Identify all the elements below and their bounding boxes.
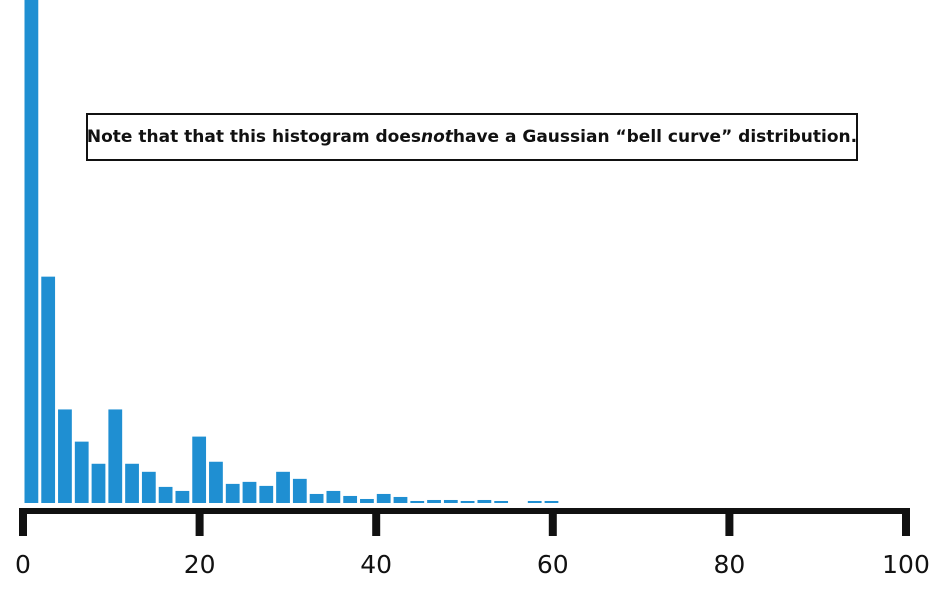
- histogram-bar-4: [91, 463, 106, 503]
- histogram-bar-15: [276, 471, 290, 503]
- x-axis-tick-labels: 0 20 40 60 80 100: [15, 550, 930, 579]
- histogram-bar-7: [141, 471, 156, 503]
- histogram-bar-12: [225, 483, 240, 503]
- annotation-text-before: Note that that this histogram does: [86, 127, 421, 147]
- histogram-bar-28: [494, 500, 509, 503]
- x-axis: [19, 508, 910, 536]
- histogram-bar-3: [74, 441, 89, 503]
- histogram-bar-9: [175, 490, 190, 503]
- histogram-bar-6: [125, 463, 139, 503]
- x-tick-label-20: 20: [184, 550, 216, 579]
- histogram-bar-26: [460, 500, 475, 503]
- histogram-bar-0: [24, 0, 39, 503]
- annotation-text-emphasis: not: [420, 127, 453, 147]
- histogram-bar-19: [343, 495, 358, 503]
- histogram-bar-24: [427, 499, 441, 503]
- x-tick-label-100: 100: [882, 550, 930, 579]
- histogram-bar-16: [292, 478, 307, 503]
- histogram-bar-30: [527, 500, 542, 503]
- histogram-bars: [24, 0, 559, 503]
- histogram-bar-23: [410, 500, 425, 503]
- histogram-bar-5: [108, 409, 123, 503]
- histogram-bar-20: [360, 498, 374, 503]
- annotation-text-after: have a Gaussian “bell curve” distributio…: [452, 127, 858, 147]
- histogram-bar-1: [41, 276, 56, 503]
- histogram-bar-18: [326, 490, 341, 503]
- histogram-bar-8: [158, 486, 173, 503]
- histogram-bar-25: [443, 499, 458, 503]
- annotation-box: Note that that this histogram does not h…: [86, 113, 858, 161]
- histogram-bar-11: [209, 461, 223, 503]
- histogram-bar-14: [259, 485, 274, 503]
- x-tick-label-80: 80: [713, 550, 745, 579]
- x-tick-label-40: 40: [360, 550, 392, 579]
- histogram-bar-17: [309, 493, 324, 503]
- histogram-bar-27: [477, 499, 492, 503]
- histogram-bar-13: [242, 481, 257, 503]
- histogram-bar-2: [58, 409, 72, 503]
- histogram-bar-31: [544, 500, 559, 503]
- histogram-bar-22: [393, 496, 408, 503]
- histogram-bar-21: [376, 493, 391, 503]
- histogram-bar-10: [192, 436, 207, 503]
- x-tick-label-0: 0: [15, 550, 31, 579]
- x-tick-label-60: 60: [537, 550, 569, 579]
